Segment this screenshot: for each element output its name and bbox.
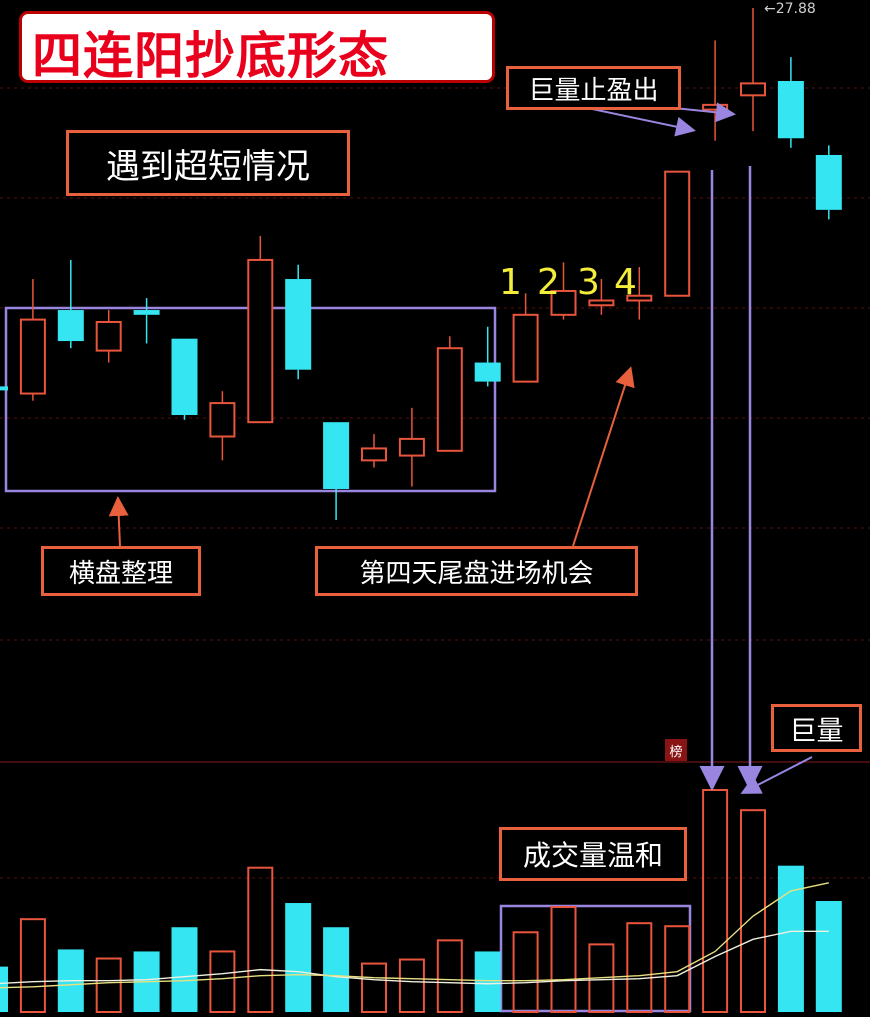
volume-bar xyxy=(740,809,766,1013)
volume-bar xyxy=(664,925,691,1014)
consolidation-arrow xyxy=(108,496,129,547)
high-price-value: 27.88 xyxy=(775,1,816,17)
volume-bar xyxy=(323,927,350,1012)
volume-bar xyxy=(247,866,274,1014)
volume-bar xyxy=(0,966,8,1012)
candle-body xyxy=(664,170,691,297)
candle-body xyxy=(361,447,387,462)
candle-body xyxy=(398,437,425,457)
volume-bar xyxy=(815,901,842,1012)
consolidation-text: 横盘整理 xyxy=(68,558,173,589)
volume-bar xyxy=(285,903,312,1012)
candle-body xyxy=(171,338,198,416)
day-label-3: 3 xyxy=(577,262,600,303)
take-profit-label: 巨量止盈出 xyxy=(506,66,681,110)
candle-body xyxy=(323,422,350,489)
volume-bar xyxy=(171,927,198,1012)
title-banner: 四连阳抄底形态 xyxy=(22,14,492,85)
candle-body xyxy=(702,103,729,111)
day-label-1: 1 xyxy=(499,262,522,303)
huge-volume-text: 巨量 xyxy=(789,715,844,747)
day-label-4: 4 xyxy=(614,262,637,303)
volume-bar xyxy=(95,957,122,1014)
candle-body xyxy=(95,320,122,352)
take-profit-text: 巨量止盈出 xyxy=(528,75,659,106)
entry-text: 第四天尾盘进场机会 xyxy=(359,558,594,589)
volume-bar xyxy=(550,906,577,1014)
candle-body xyxy=(19,318,46,395)
candle-body xyxy=(436,347,463,452)
mild-volume-box xyxy=(499,904,692,1013)
volume-bar xyxy=(474,951,501,1012)
entry-arrow xyxy=(572,366,635,547)
candle-body xyxy=(285,279,312,370)
candle-body xyxy=(209,402,236,438)
subtitle-text: 遇到超短情况 xyxy=(106,146,310,187)
volume-bar xyxy=(398,958,425,1014)
volume-bar xyxy=(512,931,539,1013)
mild-volume-label: 成交量温和 xyxy=(499,827,687,881)
volume-bar xyxy=(361,962,387,1014)
volume-bar xyxy=(626,922,653,1014)
volume-bar xyxy=(436,939,463,1014)
take-profit-arrow xyxy=(577,105,696,137)
high-price-label: ←27.88 xyxy=(764,1,816,17)
chart-title: 四连阳抄底形态 xyxy=(32,27,389,85)
candle-body xyxy=(474,362,501,382)
volume-ma-yellow xyxy=(0,882,829,989)
high-price-arrow: ← xyxy=(764,1,776,17)
candle-body xyxy=(815,154,842,210)
day-label-2: 2 xyxy=(537,262,560,303)
consolidation-label: 横盘整理 xyxy=(41,546,201,596)
volume-bar xyxy=(209,950,236,1013)
candle-body xyxy=(57,310,84,342)
volume-ma-white xyxy=(0,930,829,985)
subtitle-label: 遇到超短情况 xyxy=(66,130,350,196)
entry-label: 第四天尾盘进场机会 xyxy=(315,546,638,596)
candle-body xyxy=(777,81,804,139)
mild-volume-text: 成交量温和 xyxy=(522,839,663,872)
candle-body xyxy=(133,310,160,315)
list-badge: 榜 xyxy=(665,739,687,761)
candle-body xyxy=(626,294,653,302)
huge-volume-arrow xyxy=(740,756,813,794)
candle-body xyxy=(0,386,8,391)
candle-body xyxy=(550,289,577,316)
candle-body xyxy=(588,299,615,307)
volume-bar xyxy=(19,918,46,1013)
candle-body xyxy=(247,258,274,424)
huge-volume-label: 巨量 xyxy=(771,704,862,752)
candle-body xyxy=(512,313,539,383)
volume-bar xyxy=(777,865,804,1012)
candle-body xyxy=(740,82,766,97)
volume-bar xyxy=(702,789,729,1013)
